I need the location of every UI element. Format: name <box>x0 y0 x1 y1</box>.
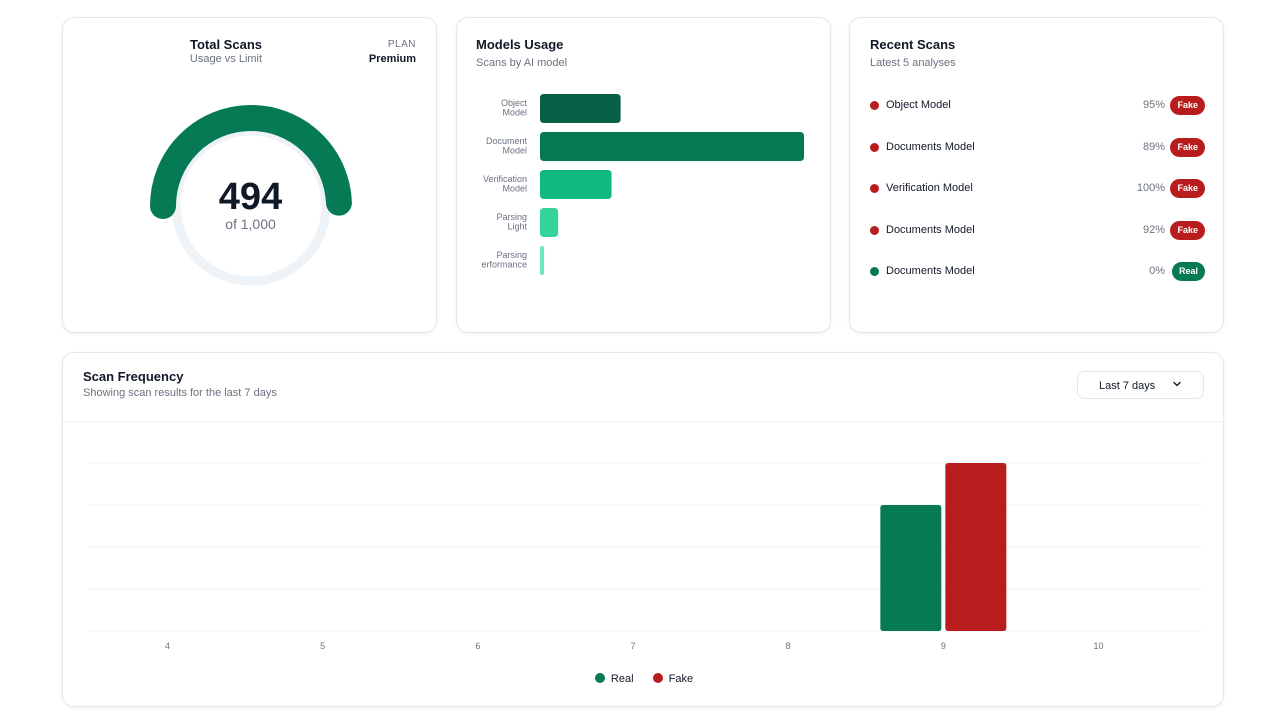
models-usage-subtitle: Scans by AI model <box>476 57 568 69</box>
recent-scans-subtitle: Latest 5 analyses <box>870 57 956 69</box>
recent-scan-row[interactable]: Documents Model 92% Fake <box>870 220 1205 242</box>
scans-limit-text: of 1,000 <box>225 216 276 232</box>
models-usage-title: Models Usage <box>476 37 564 52</box>
chevron-down-icon <box>1173 381 1181 387</box>
header-divider <box>63 421 1223 422</box>
usage-gauge <box>150 105 352 286</box>
x-tick-label: 10 <box>1093 641 1103 651</box>
model-usage-label: Parsing Light <box>496 212 527 232</box>
scan-confidence: 95% <box>1142 99 1165 111</box>
scan-frequency-title: Scan Frequency <box>83 369 184 384</box>
x-tick-label: 7 <box>630 641 635 651</box>
scan-frequency-card: Scan Frequency Showing scan results for … <box>62 352 1224 707</box>
scan-model-name: Documents Model <box>886 265 975 277</box>
date-range-value: Last 7 days <box>1099 380 1156 392</box>
status-dot <box>870 101 879 110</box>
model-usage-label: Parsing erformance <box>481 250 527 270</box>
recent-scan-row[interactable]: Documents Model 89% Fake <box>870 137 1205 159</box>
scan-model-name: Object Model <box>886 99 951 111</box>
status-dot <box>870 226 879 235</box>
x-tick-label: 5 <box>320 641 325 651</box>
model-usage-label: Object Model <box>501 98 528 118</box>
plan-label: PLAN <box>387 39 416 50</box>
scan-confidence: 100% <box>1136 182 1165 194</box>
plan-value: Premium <box>368 53 416 65</box>
scan-frequency-subtitle: Showing scan results for the last 7 days <box>83 387 277 399</box>
scan-confidence: 92% <box>1142 224 1165 236</box>
models-usage-card: Models Usage Scans by AI model Object Mod… <box>456 17 831 333</box>
total-scans-card: Total Scans Usage vs Limit PLAN Premium … <box>62 17 437 333</box>
legend-item-real: Real <box>594 673 634 685</box>
status-badge: Fake <box>1170 179 1205 198</box>
model-usage-label: Document Model <box>486 136 528 156</box>
recent-scans-card: Recent Scans Latest 5 analyses Object Mo… <box>849 17 1224 333</box>
frequency-bar-real[interactable] <box>880 505 942 631</box>
recent-scan-row[interactable]: Object Model 95% Fake <box>870 95 1205 117</box>
x-tick-label: 4 <box>165 641 170 651</box>
frequency-bar-fake[interactable] <box>945 463 1007 631</box>
status-badge: Real <box>1171 262 1205 281</box>
status-dot <box>870 143 879 152</box>
legend-label: Fake <box>668 673 694 685</box>
scan-model-name: Documents Model <box>886 141 975 153</box>
legend-item-fake: Fake <box>652 673 694 685</box>
model-usage-bar[interactable] <box>540 208 559 237</box>
x-tick-label: 8 <box>786 641 791 651</box>
scan-confidence: 89% <box>1142 141 1165 153</box>
gauge-usage-arc <box>150 105 352 219</box>
legend-swatch <box>652 673 663 683</box>
legend-swatch <box>594 673 605 683</box>
status-badge: Fake <box>1170 138 1205 157</box>
scan-model-name: Verification Model <box>886 182 973 194</box>
model-usage-bar[interactable] <box>540 246 545 275</box>
status-dot <box>870 267 879 276</box>
model-usage-label: Verification Model <box>483 174 527 194</box>
scan-confidence: 0% <box>1149 265 1165 277</box>
date-range-select[interactable]: Last 7 days <box>1077 371 1204 399</box>
models-usage-chart: Object Model Document Model Verification Mode… <box>481 94 804 275</box>
scans-used-count: 494 <box>218 176 283 218</box>
status-badge: Fake <box>1170 221 1205 240</box>
total-scans-subtitle: Usage vs Limit <box>189 53 263 65</box>
scan-model-name: Documents Model <box>886 224 975 236</box>
chart-legend: Real Fake <box>63 673 1225 685</box>
x-tick-label: 6 <box>475 641 480 651</box>
model-usage-bar[interactable] <box>540 170 612 199</box>
legend-label: Real <box>610 673 634 685</box>
total-scans-title: Total Scans <box>189 37 262 52</box>
model-usage-bar[interactable] <box>540 94 621 123</box>
scan-frequency-chart: 4 5 6 7 8 9 10 <box>88 462 1201 651</box>
status-badge: Fake <box>1170 96 1205 115</box>
recent-scans-title: Recent Scans <box>870 37 956 52</box>
model-usage-bar[interactable] <box>540 132 804 161</box>
recent-scan-row[interactable]: Documents Model 0% Real <box>870 261 1205 283</box>
recent-scan-row[interactable]: Verification Model 100% Fake <box>870 178 1205 200</box>
status-dot <box>870 184 879 193</box>
x-tick-label: 9 <box>941 641 946 651</box>
